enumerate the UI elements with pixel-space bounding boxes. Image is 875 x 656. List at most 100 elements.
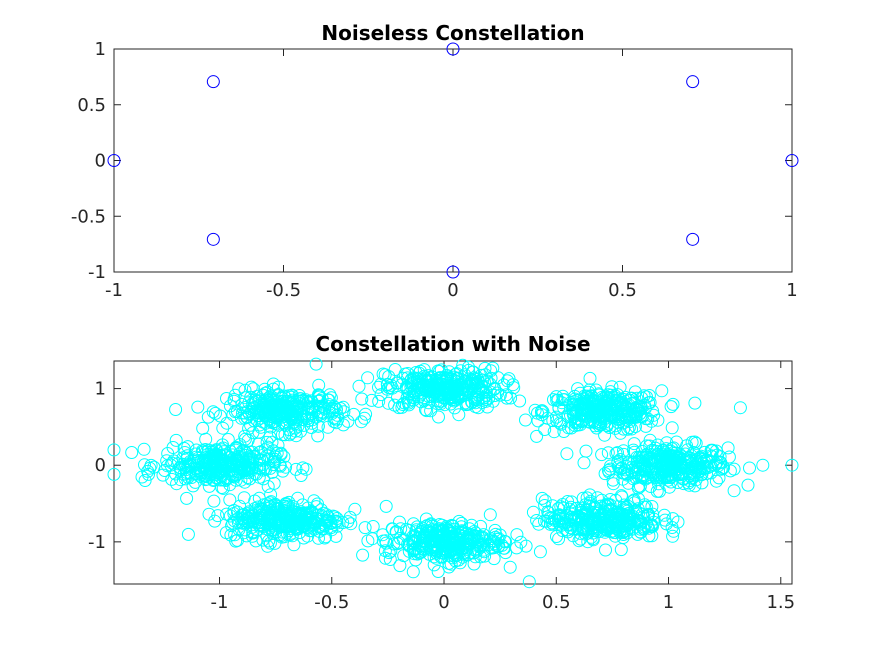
data-point: [618, 390, 632, 404]
data-points: [107, 42, 799, 279]
data-point: [464, 532, 478, 546]
data-point: [488, 523, 502, 537]
tick-group: -1 -0.5 0 0.5 1 1.5 1 0 -1: [88, 361, 795, 613]
data-point: [458, 374, 472, 388]
data-point: [249, 534, 263, 548]
data-point: [671, 515, 685, 529]
data-point: [296, 498, 310, 512]
data-point: [634, 525, 648, 539]
data-point: [277, 404, 291, 418]
data-point: [556, 393, 570, 407]
data-point: [255, 453, 269, 467]
x-tick-label: -0.5: [266, 280, 301, 301]
data-point: [451, 392, 465, 406]
data-point: [406, 565, 420, 579]
data-point: [640, 461, 654, 475]
data-point: [424, 404, 438, 418]
data-point: [584, 392, 598, 406]
data-point: [356, 548, 370, 562]
data-point: [636, 471, 650, 485]
data-point: [616, 526, 630, 540]
data-point: [688, 396, 702, 410]
x-tick-label: 1.5: [766, 592, 795, 613]
data-point: [401, 537, 415, 551]
data-point: [431, 364, 445, 378]
data-point: [295, 513, 309, 527]
data-point: [587, 414, 601, 428]
data-point: [206, 232, 220, 246]
data-point: [579, 397, 593, 410]
noisy-constellation-axes: Constellation with Noise -1 -0.5 0 0.5 1 1.5 1…: [88, 332, 799, 613]
data-point: [312, 378, 326, 392]
data-point: [680, 439, 694, 453]
data-point: [568, 416, 582, 430]
data-point: [785, 458, 799, 472]
data-point: [392, 401, 406, 415]
data-point: [478, 361, 492, 375]
data-point: [635, 507, 649, 521]
data-point: [709, 457, 723, 471]
data-points: [107, 357, 799, 589]
data-point: [220, 392, 233, 405]
data-point: [289, 429, 303, 443]
data-point: [308, 403, 322, 417]
data-point: [305, 416, 319, 430]
data-point: [282, 495, 296, 509]
chart-title: Constellation with Noise: [315, 332, 590, 356]
data-point: [407, 371, 421, 385]
data-point: [708, 458, 722, 472]
data-point: [433, 381, 447, 395]
data-point: [644, 480, 658, 493]
data-point: [432, 382, 445, 396]
data-point: [223, 399, 237, 413]
x-tick-label: 1: [786, 280, 797, 301]
data-point: [709, 474, 723, 488]
data-point: [714, 456, 728, 470]
data-point: [572, 412, 586, 426]
data-point: [216, 438, 229, 452]
data-point: [541, 505, 555, 519]
data-point: [486, 361, 500, 375]
data-point: [495, 538, 509, 552]
plot-area-border: [113, 360, 793, 585]
data-point: [169, 433, 183, 447]
data-point: [689, 464, 703, 478]
data-point: [271, 438, 285, 452]
data-point: [372, 380, 385, 394]
data-point: [311, 388, 325, 402]
data-point: [606, 477, 620, 491]
data-point: [270, 446, 284, 460]
data-point: [237, 491, 251, 505]
data-point: [291, 491, 305, 505]
data-point: [640, 453, 654, 467]
data-point: [646, 404, 660, 418]
data-point: [170, 477, 184, 491]
data-point: [588, 524, 602, 537]
data-point: [631, 527, 645, 541]
data-point: [550, 530, 563, 543]
x-tick-label: -0.5: [314, 592, 349, 613]
data-point: [427, 558, 441, 572]
data-point: [452, 408, 466, 422]
data-point: [347, 407, 361, 421]
data-point: [552, 532, 566, 546]
data-point: [446, 265, 460, 279]
data-point: [562, 518, 576, 532]
data-point: [633, 479, 647, 493]
data-point: [420, 374, 434, 388]
data-point: [671, 476, 685, 489]
data-point: [260, 506, 274, 520]
data-point: [238, 463, 252, 477]
data-point: [266, 527, 280, 540]
data-point: [600, 521, 614, 535]
data-point: [358, 521, 372, 535]
data-point: [634, 515, 648, 529]
data-point: [263, 536, 277, 550]
data-point: [553, 511, 567, 525]
data-point: [266, 377, 280, 391]
data-point: [336, 400, 350, 414]
tick-group: -1 -0.5 0 0.5 1 1 0.5 0 -0.5 -1: [71, 39, 798, 301]
data-point: [487, 541, 501, 555]
data-point: [526, 505, 540, 519]
